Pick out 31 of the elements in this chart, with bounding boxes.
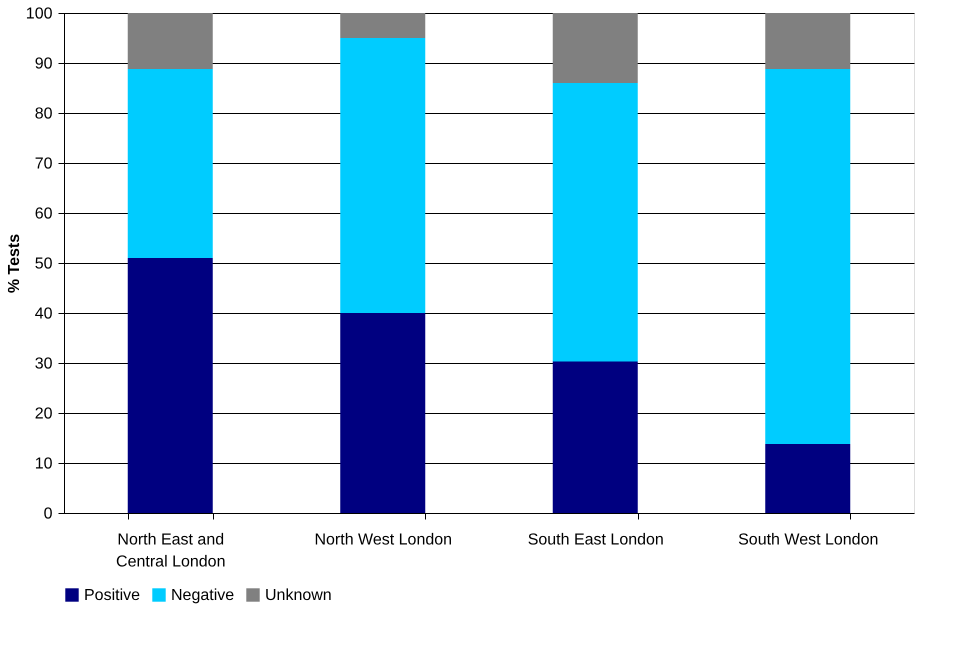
x-tick-label: South East London	[528, 532, 664, 548]
y-tick-label: 60	[34, 206, 53, 222]
bar	[765, 13, 850, 69]
bar	[765, 444, 850, 513]
x-tick-label: North East and Central London	[116, 532, 226, 570]
y-axis-title: % Tests	[6, 234, 23, 294]
y-tick-label: 100	[26, 6, 53, 22]
y-tick-label: 0	[44, 506, 53, 522]
y-tick-label: 70	[34, 156, 53, 172]
bar	[552, 83, 638, 362]
y-tick-label: 20	[34, 406, 53, 422]
bar	[765, 69, 850, 444]
y-tick-label: 10	[34, 456, 53, 472]
bar	[128, 69, 213, 258]
y-tick-label: 30	[34, 356, 53, 372]
bar	[128, 258, 213, 513]
bar	[340, 13, 426, 38]
bar	[552, 362, 638, 513]
y-tick-label: 90	[34, 56, 53, 72]
x-tick-label: North West London	[314, 532, 452, 548]
legend-label: Unknown	[265, 587, 332, 604]
y-tick-label: 80	[34, 106, 53, 122]
legend-label: Negative	[171, 587, 234, 604]
bar	[552, 13, 638, 83]
y-tick-label: 50	[34, 256, 53, 272]
bar	[340, 38, 426, 313]
x-tick-label: South West London	[738, 532, 878, 548]
y-tick-label: 40	[34, 306, 53, 322]
legend-label: Positive	[84, 587, 140, 604]
bar	[128, 13, 213, 69]
bar	[340, 313, 426, 513]
